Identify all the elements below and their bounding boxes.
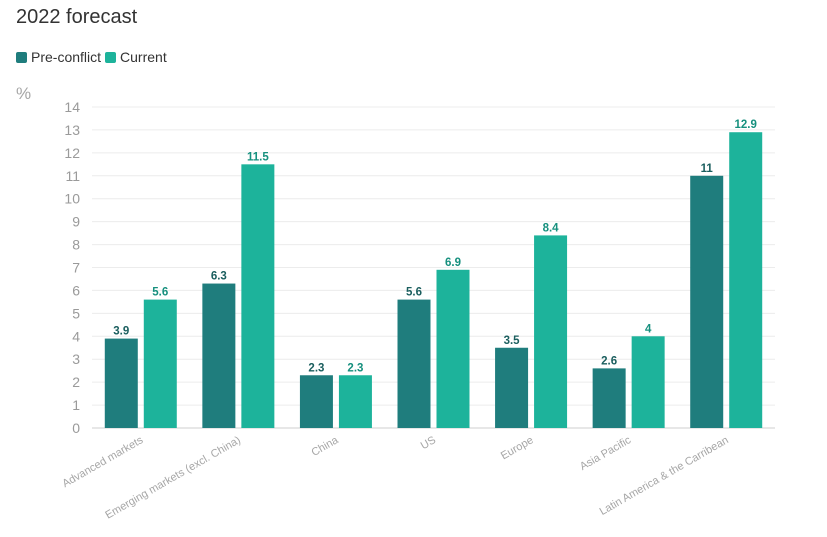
bar-current (143, 299, 177, 428)
data-label: 3.5 (504, 335, 521, 347)
y-tick-label: 9 (72, 214, 80, 230)
data-label: 8.4 (543, 222, 560, 234)
x-category-label: China (310, 434, 342, 459)
y-tick-label: 1 (72, 397, 80, 413)
chart-title: 2022 forecast (16, 6, 138, 28)
bar-current (436, 269, 470, 428)
legend-swatch-current (105, 51, 117, 63)
y-tick-label: 3 (72, 351, 80, 367)
y-tick-label: 7 (72, 260, 80, 276)
y-tick-label: 6 (72, 282, 80, 298)
data-label: 2.3 (347, 362, 363, 374)
data-label: 2.3 (308, 362, 324, 374)
y-axis-unit-label: % (16, 84, 32, 103)
x-category-label: Advanced markets (60, 434, 145, 490)
x-category-label: Europe (499, 434, 536, 462)
data-label: 11 (701, 163, 714, 175)
legend-label-current: Current (120, 49, 167, 65)
bar-pre-conflict (397, 299, 431, 428)
bar-current (338, 375, 372, 428)
legend-swatch-pre-conflict (16, 51, 27, 63)
data-label: 3.9 (113, 326, 129, 338)
data-label: 5.6 (406, 287, 422, 299)
y-tick-label: 14 (64, 99, 80, 115)
bar-pre-conflict (592, 368, 626, 428)
y-tick-label: 4 (72, 328, 80, 344)
bar-current (631, 336, 665, 428)
y-tick-label: 13 (64, 122, 80, 138)
bar-current (241, 164, 275, 429)
x-category-label: Asia Pacific (578, 434, 634, 473)
bar-pre-conflict (690, 175, 724, 428)
y-tick-label: 2 (72, 374, 80, 390)
data-label: 5.6 (152, 287, 168, 299)
data-label: 6.9 (445, 257, 461, 269)
bar-current (729, 132, 763, 428)
legend-label-pre-conflict: Pre-conflict (31, 49, 102, 65)
bar-pre-conflict (104, 338, 138, 428)
y-tick-label: 11 (65, 168, 80, 184)
x-category-label: US (419, 434, 438, 452)
data-label: 6.3 (211, 271, 227, 283)
legend: Pre-conflict Current (16, 49, 171, 65)
data-label: 11.5 (247, 151, 269, 163)
legend-item-pre-conflict[interactable]: Pre-conflict (16, 49, 101, 65)
data-label: 4 (645, 323, 652, 335)
bar-pre-conflict (202, 283, 236, 428)
bar-current (534, 235, 568, 428)
y-tick-label: 10 (64, 191, 80, 207)
y-tick-label: 12 (64, 145, 80, 161)
bar-pre-conflict (299, 375, 333, 428)
y-tick-label: 0 (72, 420, 80, 436)
y-tick-label: 8 (72, 237, 80, 253)
data-label: 2.6 (601, 355, 617, 367)
legend-item-current[interactable]: Current (105, 49, 167, 65)
data-label: 12.9 (735, 119, 757, 131)
y-tick-label: 5 (72, 305, 80, 321)
bar-pre-conflict (495, 347, 529, 428)
